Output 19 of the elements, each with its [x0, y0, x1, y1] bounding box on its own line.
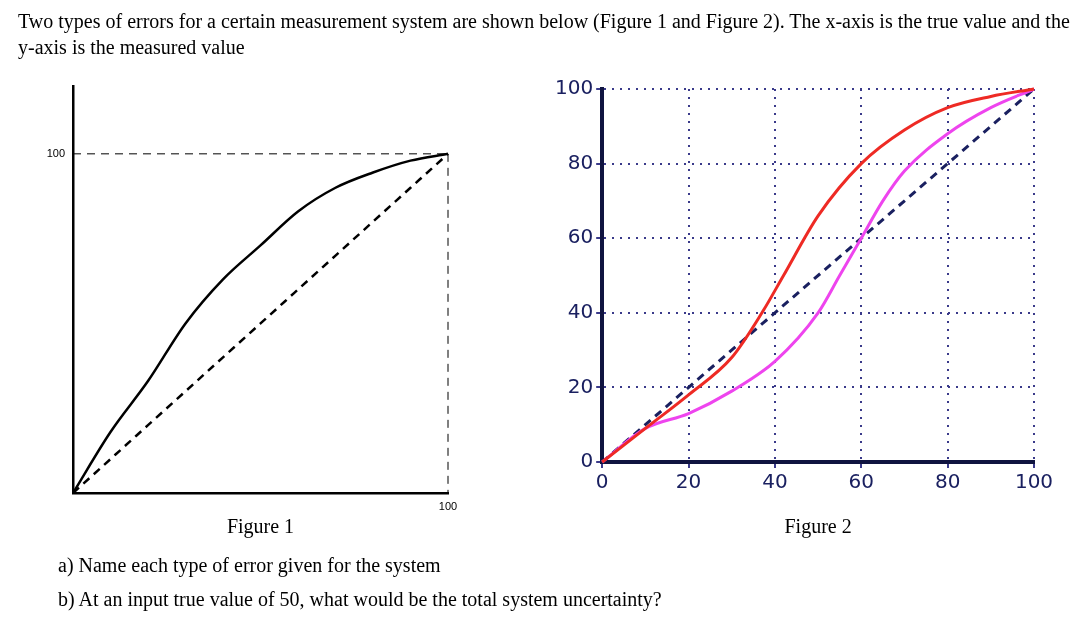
x-tick-label: 40 [762, 469, 788, 494]
line-series [600, 87, 1036, 464]
y-tick-label: 60 [567, 224, 594, 249]
y-tick-label: 80 [567, 149, 594, 174]
y-tick-label: 100 [554, 75, 594, 100]
text: 100 [46, 146, 65, 159]
x-tick-label: 20 [675, 469, 702, 494]
x-axis-title: Figure 2 [784, 515, 852, 539]
x-tick-label: 100 [1014, 469, 1054, 494]
y-tick-label: 20 [567, 373, 594, 398]
text: 100 [438, 499, 458, 512]
x-axis-title: Figure 1 [226, 515, 295, 539]
text: b) At an input true value of 50, what would be the total system uncertainty? [58, 587, 663, 613]
y-tick-label: 40 [567, 299, 594, 323]
text: a) Name each type of error given for the system [58, 553, 442, 579]
x-tick-label: 60 [848, 469, 874, 494]
text: Two types of errors for a certain measurement system are shown below (Figure 1 and Figure 2). The x-axis is the true value and the y-axis is the measured value [17, 9, 1071, 60]
y-tick-label: 0 [580, 448, 594, 473]
x-tick-label: 80 [934, 469, 961, 494]
